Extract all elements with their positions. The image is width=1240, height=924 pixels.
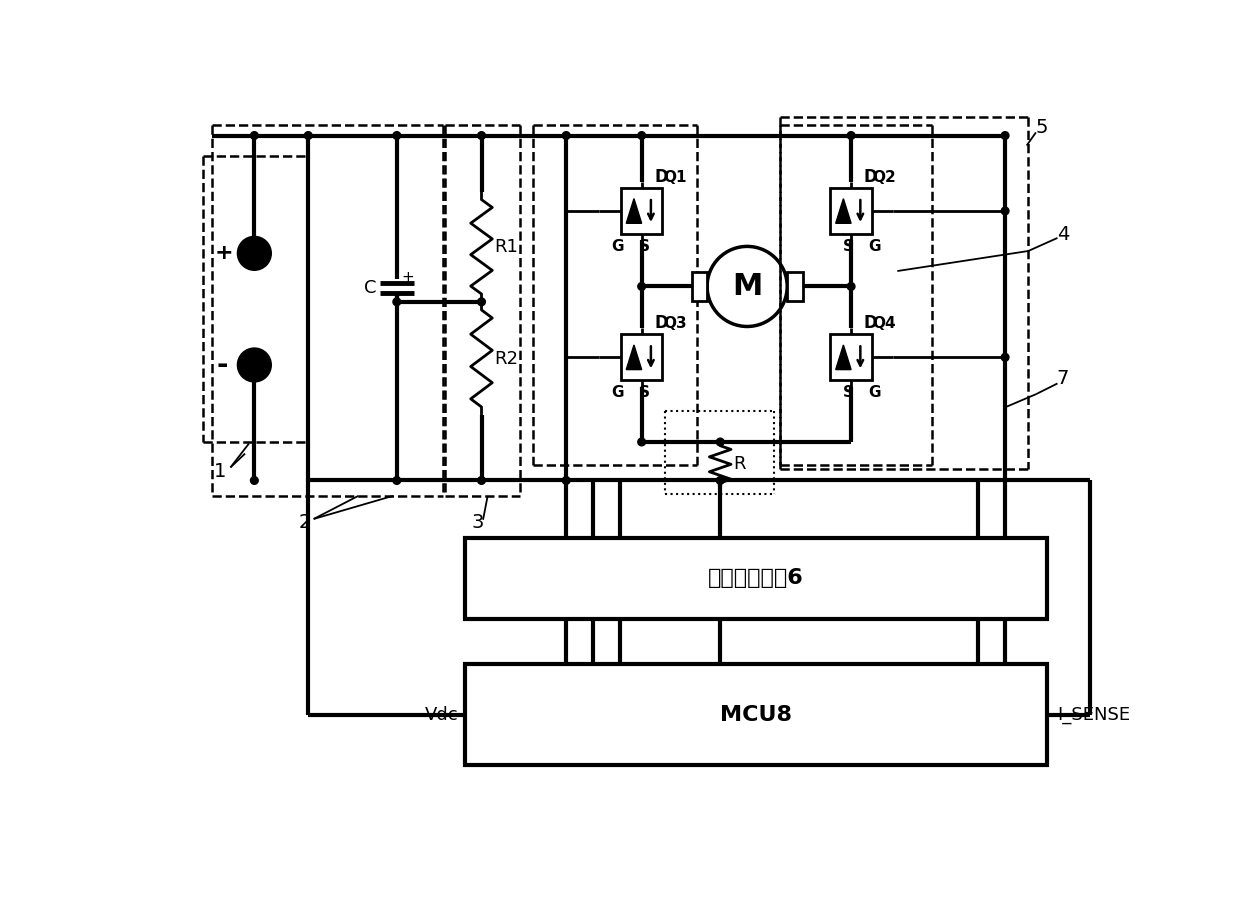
Circle shape bbox=[393, 477, 401, 484]
Text: Q1: Q1 bbox=[663, 170, 687, 185]
Bar bbox=[831, 188, 872, 234]
Circle shape bbox=[477, 298, 485, 306]
Text: 2: 2 bbox=[298, 514, 310, 532]
Bar bbox=[692, 272, 707, 301]
Text: 半桥驱动模块6: 半桥驱动模块6 bbox=[708, 568, 804, 589]
Text: D: D bbox=[863, 314, 877, 333]
Text: Q4: Q4 bbox=[873, 316, 897, 331]
Circle shape bbox=[237, 237, 272, 271]
Circle shape bbox=[637, 283, 646, 290]
Circle shape bbox=[250, 477, 258, 484]
Text: Q3: Q3 bbox=[663, 316, 687, 331]
Text: S: S bbox=[842, 239, 853, 254]
Circle shape bbox=[1001, 131, 1009, 140]
Text: R: R bbox=[733, 456, 745, 473]
Text: S: S bbox=[640, 239, 650, 254]
Circle shape bbox=[1001, 353, 1009, 361]
Text: Vdc: Vdc bbox=[425, 706, 459, 723]
Bar bbox=[465, 538, 1048, 619]
Circle shape bbox=[563, 477, 570, 484]
Text: G: G bbox=[611, 239, 624, 254]
Text: -: - bbox=[216, 351, 228, 379]
Text: 1: 1 bbox=[213, 462, 226, 480]
Bar bbox=[787, 272, 802, 301]
Text: G: G bbox=[611, 385, 624, 400]
Text: I_SENSE: I_SENSE bbox=[1058, 706, 1131, 723]
Text: G: G bbox=[869, 385, 882, 400]
Polygon shape bbox=[836, 345, 851, 370]
Circle shape bbox=[477, 131, 485, 140]
Circle shape bbox=[1001, 207, 1009, 215]
Polygon shape bbox=[836, 199, 851, 224]
Text: D: D bbox=[863, 168, 877, 186]
Text: 5: 5 bbox=[1035, 118, 1048, 138]
Bar bbox=[831, 334, 872, 381]
Text: 3: 3 bbox=[471, 514, 484, 532]
Circle shape bbox=[637, 131, 646, 140]
Circle shape bbox=[237, 348, 272, 382]
Circle shape bbox=[847, 131, 854, 140]
Circle shape bbox=[393, 131, 401, 140]
Text: M: M bbox=[732, 272, 763, 301]
Text: S: S bbox=[842, 385, 853, 400]
Text: MCU8: MCU8 bbox=[719, 705, 791, 724]
Circle shape bbox=[304, 131, 312, 140]
Text: G: G bbox=[869, 239, 882, 254]
Circle shape bbox=[563, 131, 570, 140]
Text: +: + bbox=[402, 270, 414, 285]
Circle shape bbox=[847, 283, 854, 290]
Text: D: D bbox=[653, 168, 668, 186]
Circle shape bbox=[250, 131, 258, 140]
Text: S: S bbox=[640, 385, 650, 400]
Text: Q2: Q2 bbox=[872, 170, 897, 185]
Circle shape bbox=[717, 438, 724, 446]
Circle shape bbox=[477, 477, 485, 484]
Bar bbox=[465, 663, 1048, 765]
Text: R1: R1 bbox=[495, 238, 518, 256]
Text: D: D bbox=[653, 314, 668, 333]
Polygon shape bbox=[626, 199, 641, 224]
Circle shape bbox=[393, 298, 401, 306]
Circle shape bbox=[717, 477, 724, 484]
Bar bbox=[621, 334, 662, 381]
Text: C: C bbox=[363, 279, 376, 297]
Text: +: + bbox=[215, 243, 233, 263]
Circle shape bbox=[637, 438, 646, 446]
Polygon shape bbox=[626, 345, 641, 370]
Text: 4: 4 bbox=[1056, 225, 1069, 244]
Bar bbox=[621, 188, 662, 234]
Text: 7: 7 bbox=[1056, 370, 1069, 388]
Text: R2: R2 bbox=[494, 350, 518, 368]
